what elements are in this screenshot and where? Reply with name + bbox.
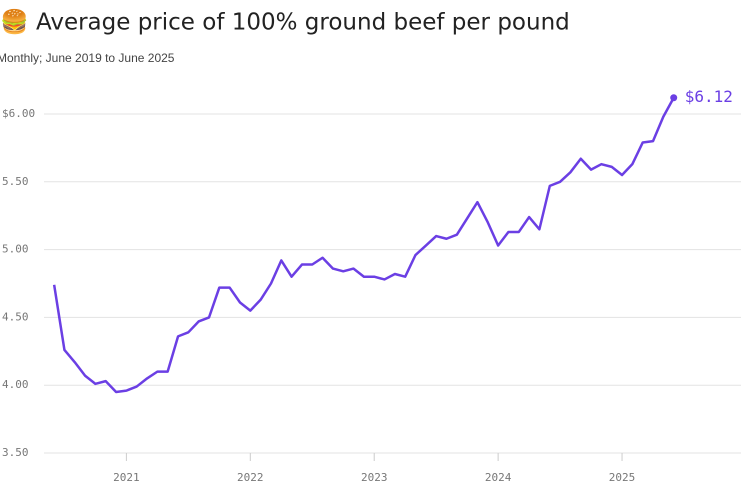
chart-subtitle: Monthly; June 2019 to June 2025	[0, 51, 175, 65]
line	[52, 97, 675, 394]
y-tick-label: $6.00	[2, 107, 35, 120]
value-label: $6.12	[685, 87, 733, 106]
y-tick-label: 4.50	[2, 310, 29, 323]
x-tick-label: 2025	[609, 471, 636, 484]
end-dot	[670, 94, 678, 102]
x-tick-label: 2021	[113, 471, 140, 484]
x-tick-label: 2023	[361, 471, 388, 484]
x-tick-label: 2024	[485, 471, 512, 484]
y-tick-label: 3.50	[2, 446, 29, 459]
y-tick-label: 5.50	[2, 175, 29, 188]
x-tick-label: 2022	[237, 471, 264, 484]
y-tick-label: 5.00	[2, 243, 29, 256]
y-tick-label: 4.00	[2, 378, 29, 391]
chart-title: 🍔 Average price of 100% ground beef per …	[0, 9, 570, 36]
